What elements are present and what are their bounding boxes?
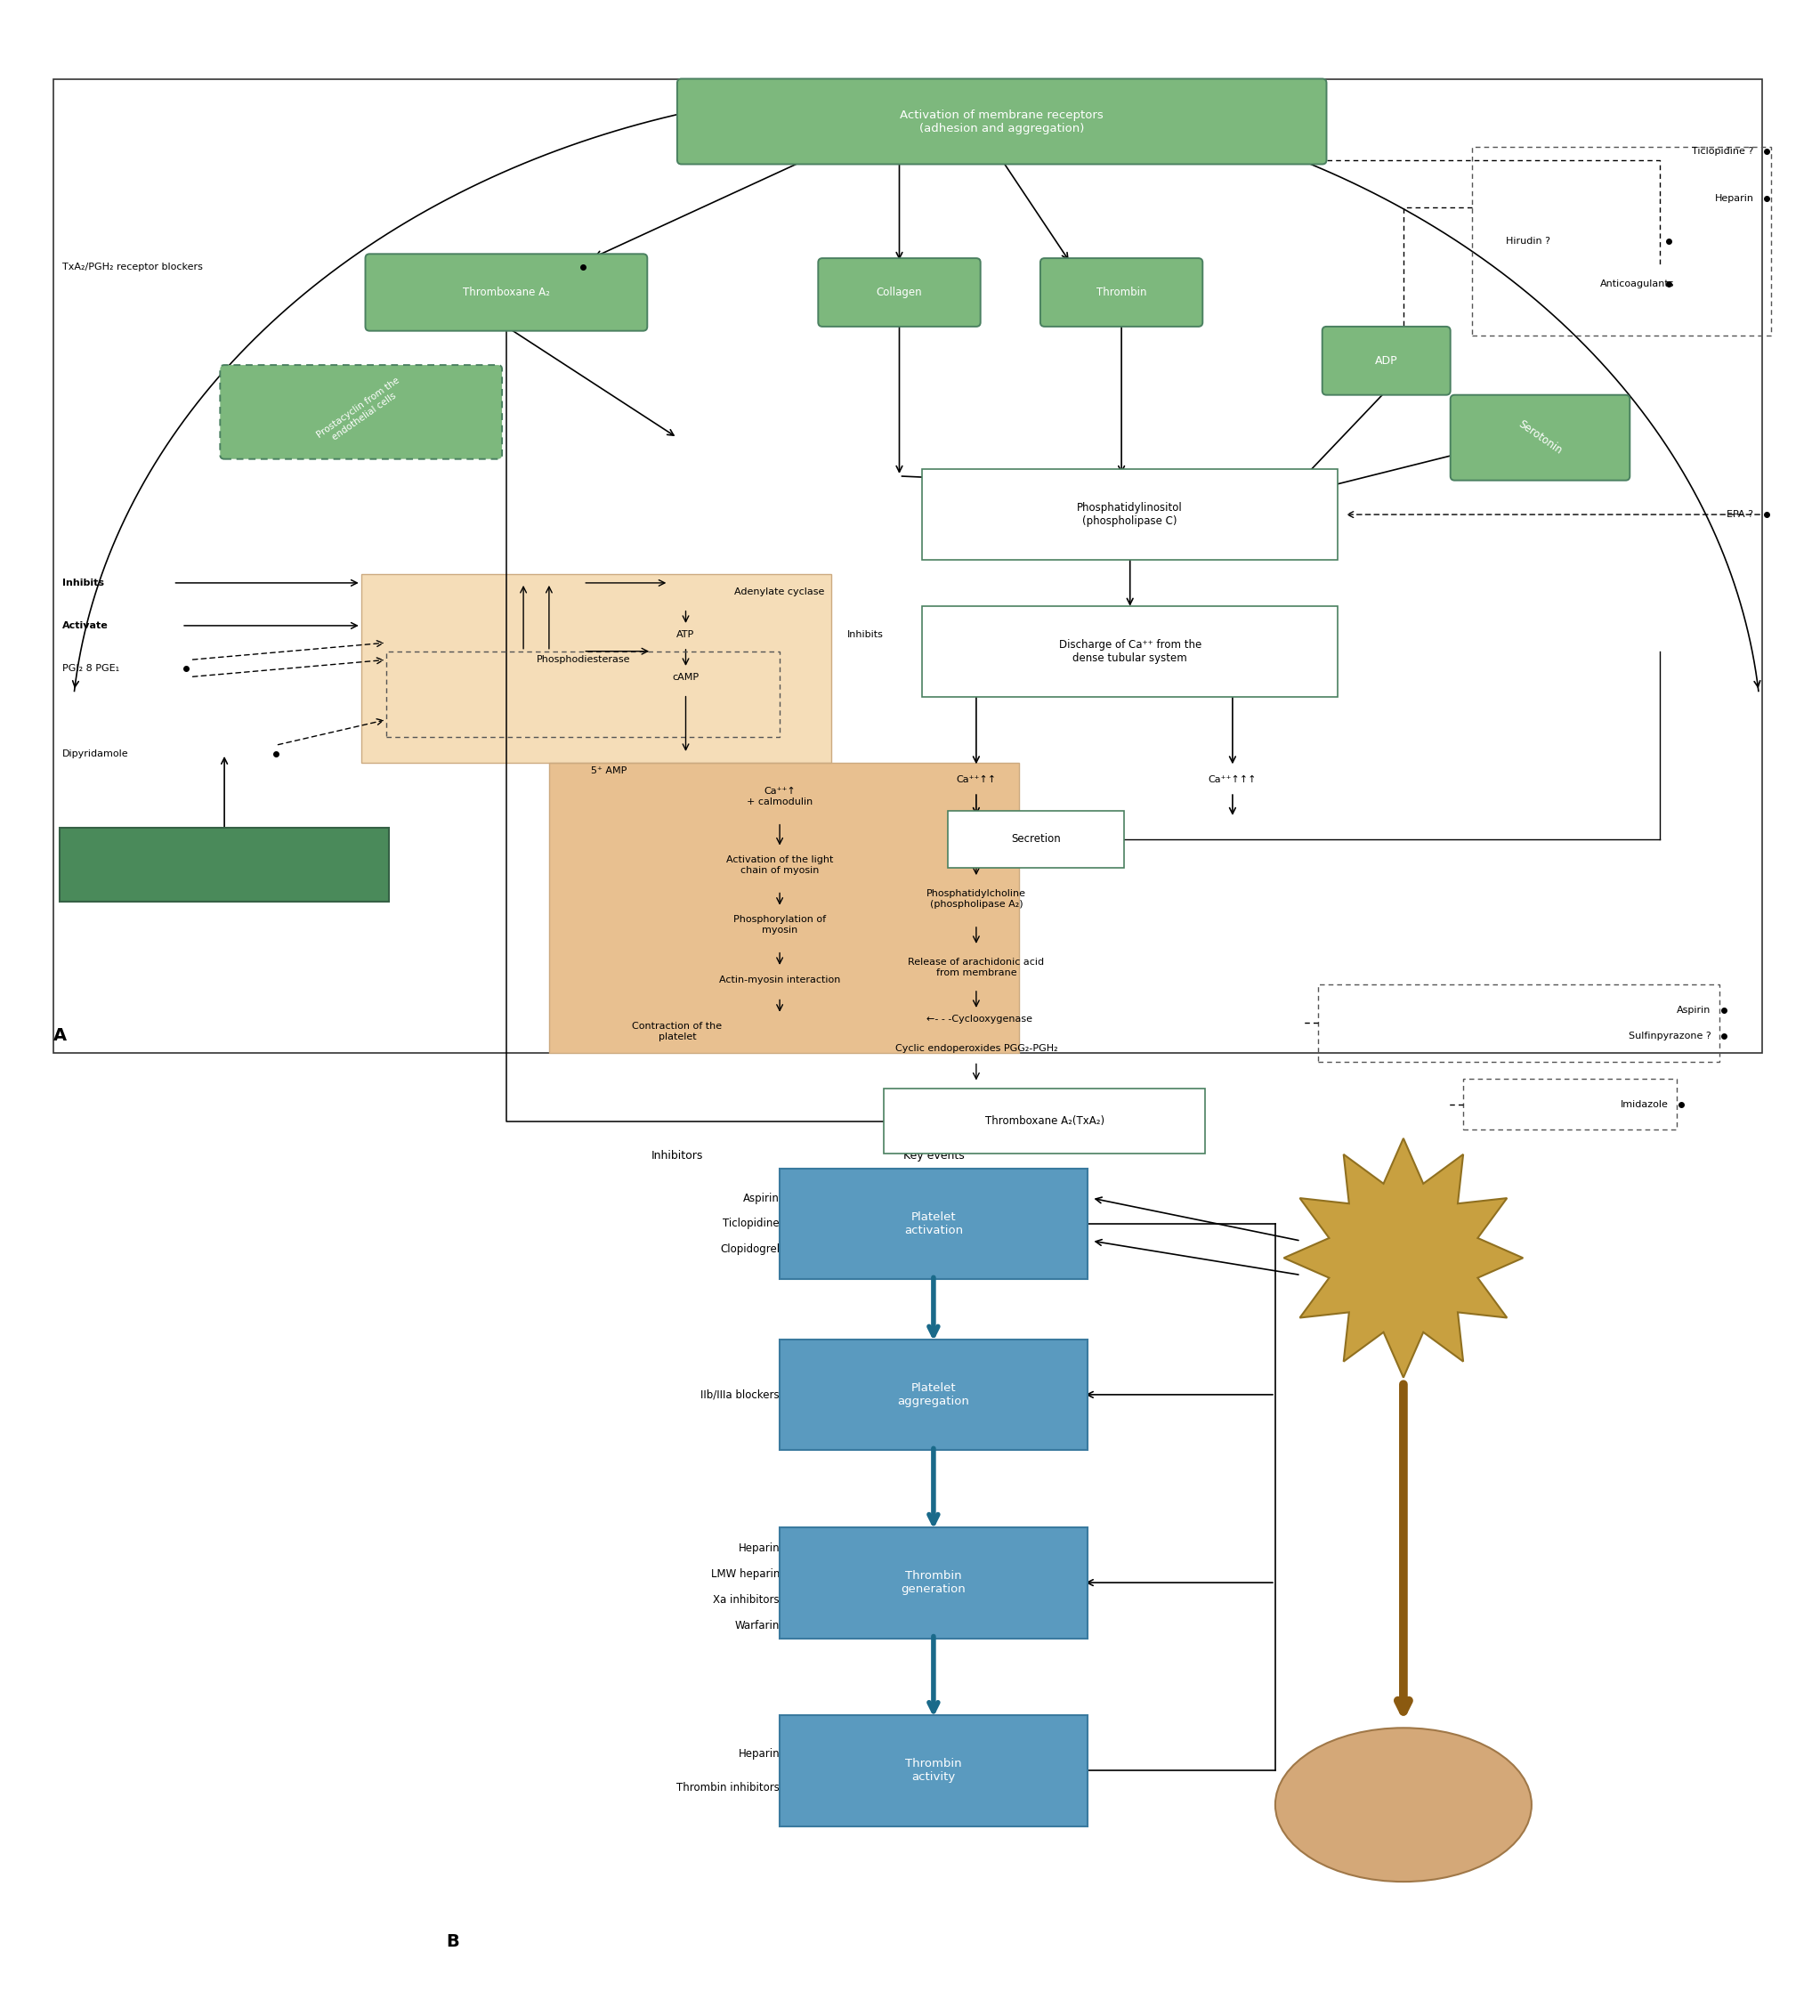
FancyBboxPatch shape [1451,395,1631,480]
Text: Secretion: Secretion [1012,833,1061,845]
Text: Dipyridamole: Dipyridamole [62,750,129,758]
Text: Thromboxane A₂: Thromboxane A₂ [462,286,550,298]
Bar [1318,984,1720,1060]
Text: ←- - -Thromboxane synthetase: ←- - -Thromboxane synthetase [897,1091,1056,1101]
FancyBboxPatch shape [948,810,1125,867]
Text: Ca⁺⁺↑↑: Ca⁺⁺↑↑ [956,774,996,784]
Text: Heparin: Heparin [739,1542,779,1554]
Text: Key events: Key events [903,1149,965,1161]
Text: Release of arachidonic acid
from membrane: Release of arachidonic acid from membran… [908,958,1045,978]
FancyBboxPatch shape [779,1339,1087,1450]
FancyBboxPatch shape [60,829,389,901]
Text: Actin-myosin interaction: Actin-myosin interaction [719,976,841,984]
Text: Phosphorylation of
myosin: Phosphorylation of myosin [733,915,826,933]
Text: ATP: ATP [677,629,695,639]
FancyBboxPatch shape [677,79,1327,163]
Text: Prostacyclin from the
endothelial cells: Prostacyclin from the endothelial cells [315,375,408,448]
Text: Platelet activating factor?: Platelet activating factor? [160,861,288,869]
Text: Thrombin
activity: Thrombin activity [905,1758,961,1782]
FancyBboxPatch shape [923,470,1338,560]
Text: A: A [53,1028,67,1044]
Text: Thrombin inhibitors: Thrombin inhibitors [677,1782,779,1794]
Text: 5⁺ AMP: 5⁺ AMP [592,766,626,776]
Bar [1472,147,1771,335]
FancyBboxPatch shape [819,258,981,327]
Text: Imidazole: Imidazole [1620,1099,1669,1109]
Text: Clopidogrel: Clopidogrel [721,1244,779,1256]
FancyBboxPatch shape [1323,327,1451,395]
Text: PGI₂ 8 PGE₁: PGI₂ 8 PGE₁ [62,663,118,673]
Text: LMW heparin: LMW heparin [712,1568,779,1581]
Text: Thrombus: Thrombus [1374,1798,1432,1810]
Text: Ca⁺⁺↑↑↑: Ca⁺⁺↑↑↑ [1208,774,1258,784]
FancyBboxPatch shape [779,1716,1087,1826]
FancyBboxPatch shape [1041,258,1203,327]
Text: ADP: ADP [1374,355,1398,367]
Text: Platelet
aggregation: Platelet aggregation [897,1383,970,1407]
Text: Inhibitors: Inhibitors [652,1149,703,1161]
Bar [386,651,779,736]
Text: Heparin: Heparin [739,1748,779,1760]
Text: Ca⁺⁺↑
+ calmodulin: Ca⁺⁺↑ + calmodulin [746,786,814,806]
Text: Collagen: Collagen [877,286,923,298]
Text: Adenylate cyclase: Adenylate cyclase [735,587,824,597]
Text: Xa inhibitors: Xa inhibitors [713,1595,779,1605]
FancyBboxPatch shape [885,1089,1205,1153]
FancyBboxPatch shape [366,254,648,331]
Text: IIb/IIIa blockers: IIb/IIIa blockers [701,1389,779,1401]
Text: Contraction of the
platelet: Contraction of the platelet [632,1022,723,1040]
Text: Activation of membrane receptors
(adhesion and aggregation): Activation of membrane receptors (adhesi… [901,109,1103,133]
Text: Aspirin: Aspirin [1676,1006,1711,1014]
Text: B: B [446,1933,460,1949]
Bar [550,762,1019,1052]
Text: ←- - -Cyclooxygenase: ←- - -Cyclooxygenase [921,1014,1032,1024]
Text: TxA₂/PGH₂ receptor blockers: TxA₂/PGH₂ receptor blockers [62,262,202,272]
FancyBboxPatch shape [779,1167,1087,1280]
Text: Activation of the light
chain of myosin: Activation of the light chain of myosin [726,855,834,875]
Text: Ticlopidine ?: Ticlopidine ? [1693,147,1754,155]
Text: Thromboxane A₂(TxA₂): Thromboxane A₂(TxA₂) [985,1115,1105,1127]
Text: Discharge of Ca⁺⁺ from the
dense tubular system: Discharge of Ca⁺⁺ from the dense tubular… [1059,639,1201,663]
Text: Inhibits: Inhibits [62,579,104,587]
Bar [550,762,1019,1052]
Text: Aspirin: Aspirin [743,1191,779,1204]
Polygon shape [1283,1139,1523,1377]
Text: Phosphatidylcholine
(phospholipase A₂): Phosphatidylcholine (phospholipase A₂) [926,889,1026,909]
Text: EPA ?: EPA ? [1727,510,1754,518]
Text: Cyclic endoperoxides PGG₂-PGH₂: Cyclic endoperoxides PGG₂-PGH₂ [895,1044,1057,1052]
Text: Warfarin: Warfarin [735,1619,779,1631]
Text: Serotonin: Serotonin [1516,419,1563,458]
Text: Injury: Injury [1383,1252,1423,1264]
Ellipse shape [1276,1728,1532,1881]
Text: Thrombin
generation: Thrombin generation [901,1570,966,1595]
Text: Thrombin: Thrombin [1096,286,1147,298]
FancyBboxPatch shape [923,607,1338,698]
Text: cAMP: cAMP [672,673,699,681]
Bar [53,79,1762,1052]
Bar [1463,1079,1676,1129]
Text: Sulfinpyrazone ?: Sulfinpyrazone ? [1629,1032,1711,1040]
Text: Ticlopidine: Ticlopidine [723,1218,779,1230]
FancyBboxPatch shape [220,365,502,460]
Text: Anticoagulants: Anticoagulants [1600,280,1674,288]
Text: Activate: Activate [62,621,107,631]
Text: Hirudin ?: Hirudin ? [1505,236,1551,246]
Text: Inhibits: Inhibits [846,629,883,639]
Text: Phosphodiesterase: Phosphodiesterase [537,655,630,663]
Bar [360,575,832,762]
Text: Platelet
activation: Platelet activation [905,1212,963,1236]
Bar [360,575,832,762]
FancyBboxPatch shape [779,1526,1087,1639]
Text: Heparin: Heparin [1714,194,1754,204]
Text: Phosphatidylinositol
(phospholipase C): Phosphatidylinositol (phospholipase C) [1077,502,1183,526]
